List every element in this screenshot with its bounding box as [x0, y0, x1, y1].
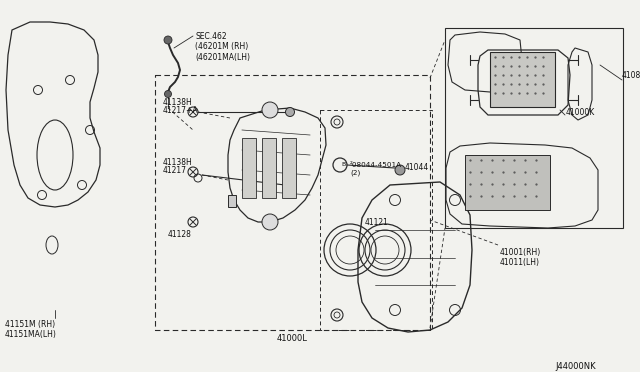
Text: 41151M (RH)
41151MA(LH): 41151M (RH) 41151MA(LH): [5, 320, 57, 339]
Text: 41138H: 41138H: [163, 158, 193, 167]
Bar: [490, 52, 555, 107]
Text: 41000K: 41000K: [566, 108, 595, 117]
Bar: [282, 138, 296, 198]
Text: 41001(RH)
41011(LH): 41001(RH) 41011(LH): [500, 248, 541, 267]
Text: J44000NK: J44000NK: [555, 362, 596, 371]
Bar: [262, 138, 276, 198]
Text: 41044: 41044: [405, 163, 429, 172]
Bar: [465, 155, 550, 210]
Circle shape: [262, 214, 278, 230]
Circle shape: [164, 36, 172, 44]
Bar: [155, 75, 430, 330]
Text: 41217: 41217: [163, 166, 187, 175]
Bar: [228, 195, 236, 207]
Text: SEC.462
(46201M (RH)
(46201MA(LH): SEC.462 (46201M (RH) (46201MA(LH): [195, 32, 250, 62]
Bar: [320, 110, 432, 330]
Text: 41128: 41128: [168, 230, 192, 239]
Circle shape: [285, 108, 294, 116]
Circle shape: [285, 183, 294, 192]
Text: 41138H: 41138H: [163, 98, 193, 107]
Text: 41217+A: 41217+A: [163, 106, 198, 115]
Text: B: B: [341, 161, 345, 167]
Text: 41080K: 41080K: [622, 71, 640, 80]
Circle shape: [395, 165, 405, 175]
Bar: [242, 138, 256, 198]
Circle shape: [164, 90, 172, 97]
Text: ²08044-4501A
(2): ²08044-4501A (2): [350, 162, 402, 176]
Circle shape: [262, 102, 278, 118]
Bar: [445, 28, 623, 228]
Text: 41000L: 41000L: [277, 334, 308, 343]
Text: 41121: 41121: [365, 218, 389, 227]
